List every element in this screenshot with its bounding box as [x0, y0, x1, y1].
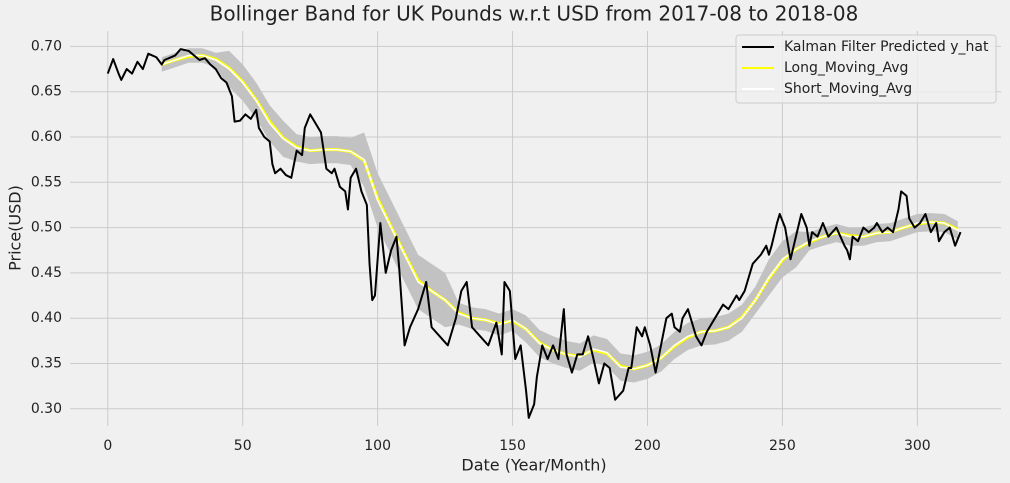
chart-title: Bollinger Band for UK Pounds w.r.t USD f…	[210, 2, 859, 26]
x-tick-label: 300	[904, 438, 931, 454]
legend-box	[735, 34, 997, 104]
y-tick-label: 0.35	[31, 355, 62, 371]
legend-label: Long_Moving_Avg	[784, 60, 908, 76]
y-tick-label: 0.55	[31, 174, 62, 190]
x-tick-label: 0	[103, 438, 112, 454]
x-tick-label: 100	[364, 438, 391, 454]
y-axis-label: Price(USD)	[6, 185, 25, 271]
y-tick-label: 0.45	[31, 265, 62, 281]
y-tick-label: 0.65	[31, 84, 62, 100]
x-tick-label: 150	[499, 438, 526, 454]
x-tick-label: 50	[234, 438, 252, 454]
legend-label: Kalman Filter Predicted y_hat	[784, 39, 989, 55]
x-tick-label: 200	[634, 438, 661, 454]
legend-label: Short_Moving_Avg	[784, 81, 912, 97]
x-axis-label: Date (Year/Month)	[461, 456, 606, 475]
y-tick-label: 0.30	[31, 401, 62, 417]
y-tick-label: 0.40	[31, 310, 62, 326]
y-tick-label: 0.60	[31, 129, 62, 145]
y-tick-label: 0.70	[31, 38, 62, 54]
y-tick-label: 0.50	[31, 220, 62, 236]
bollinger-band	[161, 48, 958, 383]
x-tick-label: 250	[769, 438, 796, 454]
series-line	[106, 48, 962, 419]
